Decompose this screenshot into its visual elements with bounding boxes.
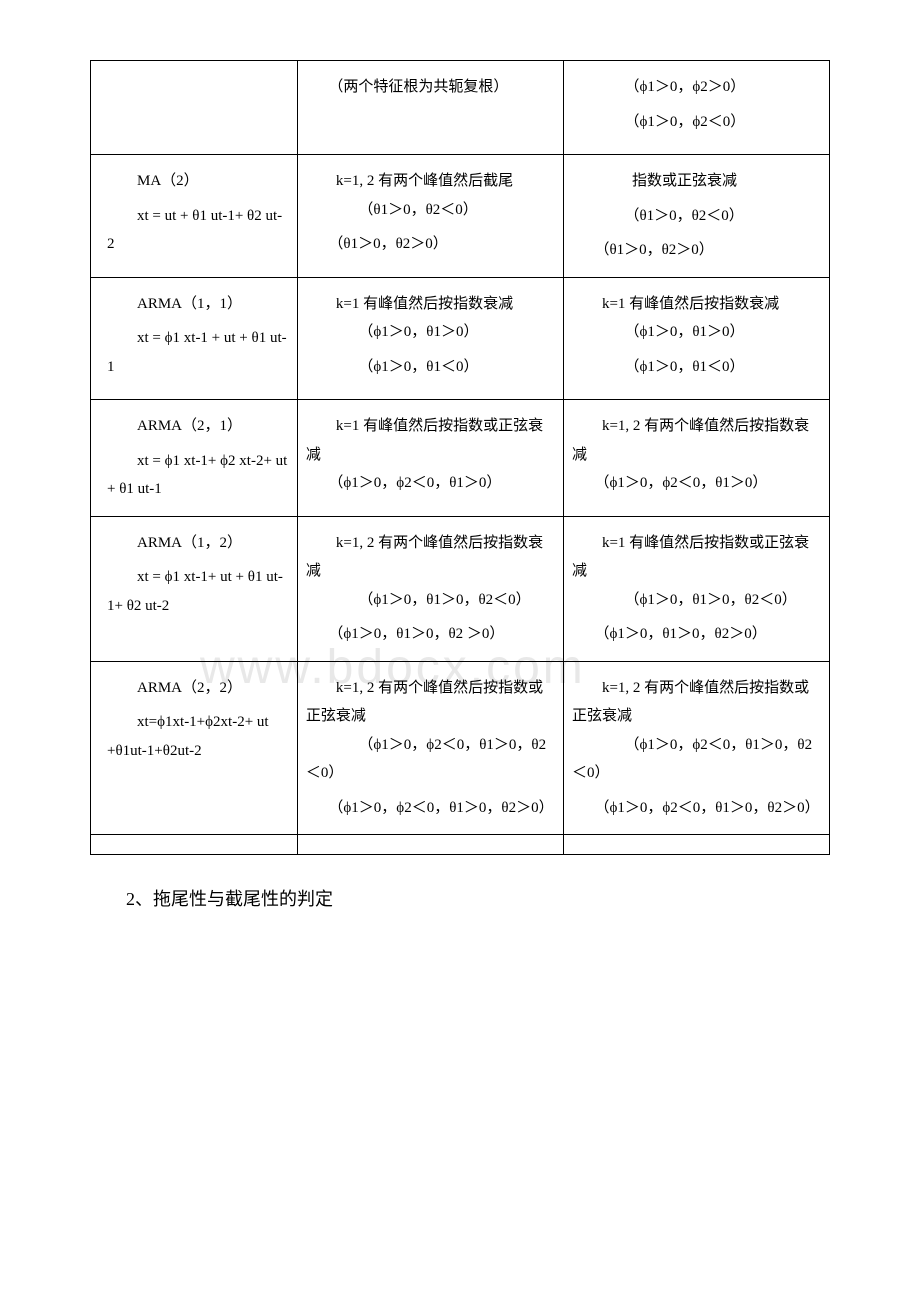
cell-text: （ϕ1＞0，ϕ2＜0，θ1＞0，θ2＞0）: [306, 794, 555, 823]
model-equation: xt = ϕ1 xt-1+ ϕ2 xt-2+ ut + θ1 ut-1: [107, 447, 289, 504]
cell-model: [91, 61, 298, 155]
cell-text: k=1 有峰值然后按指数或正弦衰减: [572, 529, 821, 586]
model-name: ARMA（1，1）: [107, 290, 289, 319]
cell-text: k=1, 2 有两个峰值然后截尾: [306, 167, 555, 196]
cell-text: （ϕ1＞0，θ1＞0，θ2＜0）: [306, 586, 555, 615]
cell-text: （ϕ1＞0，θ1＞0，θ2＞0）: [572, 620, 821, 649]
cell-pacf: k=1, 2 有两个峰值然后按指数衰减 （ϕ1＞0，ϕ2＜0，θ1＞0）: [563, 400, 829, 517]
table-row: ARMA（2，2） xt=ϕ1xt-1+ϕ2xt-2+ ut +θ1ut-1+θ…: [91, 661, 830, 835]
cell-text: （ϕ1＞0，ϕ2＜0）: [572, 108, 821, 137]
cell-text: k=1 有峰值然后按指数或正弦衰减: [306, 412, 555, 469]
cell-text: （ϕ1＞0，θ1＞0，θ2 ＞0）: [306, 620, 555, 649]
cell-text: （θ1＞0，θ2＞0）: [306, 230, 555, 259]
cell-text: （θ1＞0，θ2＞0）: [572, 236, 821, 265]
cell-model: MA（2） xt = ut + θ1 ut-1+ θ2 ut-2: [91, 155, 298, 278]
cell-pacf: 指数或正弦衰减 （θ1＞0，θ2＜0） （θ1＞0，θ2＞0）: [563, 155, 829, 278]
table-row-empty: [91, 835, 830, 855]
cell-text: （ϕ1＞0，ϕ2＜0，θ1＞0，θ2＜0）: [572, 731, 821, 788]
cell-empty: [297, 835, 563, 855]
model-equation: xt = ut + θ1 ut-1+ θ2 ut-2: [107, 202, 289, 259]
cell-text: （ϕ1＞0，ϕ2＜0，θ1＞0，θ2＞0）: [572, 794, 821, 823]
cell-acf: k=1, 2 有两个峰值然后截尾 （θ1＞0，θ2＜0） （θ1＞0，θ2＞0）: [297, 155, 563, 278]
cell-text: （ϕ1＞0，θ1＜0）: [306, 353, 555, 382]
cell-text: （ϕ1＞0，ϕ2＜0，θ1＞0）: [306, 469, 555, 498]
table-row: ARMA（1，2） xt = ϕ1 xt-1+ ut + θ1 ut-1+ θ2…: [91, 516, 830, 661]
section-heading: 2、拖尾性与截尾性的判定: [90, 885, 830, 911]
cell-model: ARMA（2，2） xt=ϕ1xt-1+ϕ2xt-2+ ut +θ1ut-1+θ…: [91, 661, 298, 835]
table-row: MA（2） xt = ut + θ1 ut-1+ θ2 ut-2 k=1, 2 …: [91, 155, 830, 278]
cell-model: ARMA（2，1） xt = ϕ1 xt-1+ ϕ2 xt-2+ ut + θ1…: [91, 400, 298, 517]
cell-text: （θ1＞0，θ2＜0）: [306, 196, 555, 225]
cell-text: k=1, 2 有两个峰值然后按指数衰减: [306, 529, 555, 586]
model-name: ARMA（2，2）: [107, 674, 289, 703]
cell-text: 指数或正弦衰减: [572, 167, 821, 196]
cell-text: （ϕ1＞0，θ1＞0，θ2＜0）: [572, 586, 821, 615]
cell-acf: k=1 有峰值然后按指数或正弦衰减 （ϕ1＞0，ϕ2＜0，θ1＞0）: [297, 400, 563, 517]
table-row: ARMA（1，1） xt = ϕ1 xt-1 + ut + θ1 ut-1 k=…: [91, 277, 830, 400]
cell-pacf: k=1, 2 有两个峰值然后按指数或正弦衰减 （ϕ1＞0，ϕ2＜0，θ1＞0，θ…: [563, 661, 829, 835]
cell-text: k=1, 2 有两个峰值然后按指数衰减: [572, 412, 821, 469]
cell-text: （两个特征根为共轭复根）: [306, 73, 555, 102]
model-name: ARMA（2，1）: [107, 412, 289, 441]
cell-text: （ϕ1＞0，ϕ2＜0，θ1＞0，θ2＜0）: [306, 731, 555, 788]
model-equation: xt = ϕ1 xt-1+ ut + θ1 ut-1+ θ2 ut-2: [107, 563, 289, 620]
cell-text: （ϕ1＞0，θ1＜0）: [572, 353, 821, 382]
model-name: ARMA（1，2）: [107, 529, 289, 558]
cell-pacf: （ϕ1＞0，ϕ2＞0） （ϕ1＞0，ϕ2＜0）: [563, 61, 829, 155]
table-row: （两个特征根为共轭复根） （ϕ1＞0，ϕ2＞0） （ϕ1＞0，ϕ2＜0）: [91, 61, 830, 155]
cell-text: k=1 有峰值然后按指数衰减: [572, 290, 821, 319]
cell-acf: （两个特征根为共轭复根）: [297, 61, 563, 155]
model-equation: xt = ϕ1 xt-1 + ut + θ1 ut-1: [107, 324, 289, 381]
cell-text: （ϕ1＞0，θ1＞0）: [306, 318, 555, 347]
cell-text: k=1, 2 有两个峰值然后按指数或正弦衰减: [572, 674, 821, 731]
arma-models-table: （两个特征根为共轭复根） （ϕ1＞0，ϕ2＞0） （ϕ1＞0，ϕ2＜0） MA（…: [90, 60, 830, 855]
table-row: ARMA（2，1） xt = ϕ1 xt-1+ ϕ2 xt-2+ ut + θ1…: [91, 400, 830, 517]
cell-pacf: k=1 有峰值然后按指数衰减 （ϕ1＞0，θ1＞0） （ϕ1＞0，θ1＜0）: [563, 277, 829, 400]
cell-text: （ϕ1＞0，θ1＞0）: [572, 318, 821, 347]
cell-acf: k=1 有峰值然后按指数衰减 （ϕ1＞0，θ1＞0） （ϕ1＞0，θ1＜0）: [297, 277, 563, 400]
cell-empty: [563, 835, 829, 855]
cell-pacf: k=1 有峰值然后按指数或正弦衰减 （ϕ1＞0，θ1＞0，θ2＜0） （ϕ1＞0…: [563, 516, 829, 661]
cell-empty: [91, 835, 298, 855]
cell-model: ARMA（1，2） xt = ϕ1 xt-1+ ut + θ1 ut-1+ θ2…: [91, 516, 298, 661]
cell-text: k=1 有峰值然后按指数衰减: [306, 290, 555, 319]
model-name: MA（2）: [107, 167, 289, 196]
cell-text: k=1, 2 有两个峰值然后按指数或正弦衰减: [306, 674, 555, 731]
cell-acf: k=1, 2 有两个峰值然后按指数或正弦衰减 （ϕ1＞0，ϕ2＜0，θ1＞0，θ…: [297, 661, 563, 835]
cell-model: ARMA（1，1） xt = ϕ1 xt-1 + ut + θ1 ut-1: [91, 277, 298, 400]
cell-text: （ϕ1＞0，ϕ2＜0，θ1＞0）: [572, 469, 821, 498]
cell-text: （θ1＞0，θ2＜0）: [572, 202, 821, 231]
cell-acf: k=1, 2 有两个峰值然后按指数衰减 （ϕ1＞0，θ1＞0，θ2＜0） （ϕ1…: [297, 516, 563, 661]
cell-text: （ϕ1＞0，ϕ2＞0）: [572, 73, 821, 102]
model-equation: xt=ϕ1xt-1+ϕ2xt-2+ ut +θ1ut-1+θ2ut-2: [107, 708, 289, 765]
